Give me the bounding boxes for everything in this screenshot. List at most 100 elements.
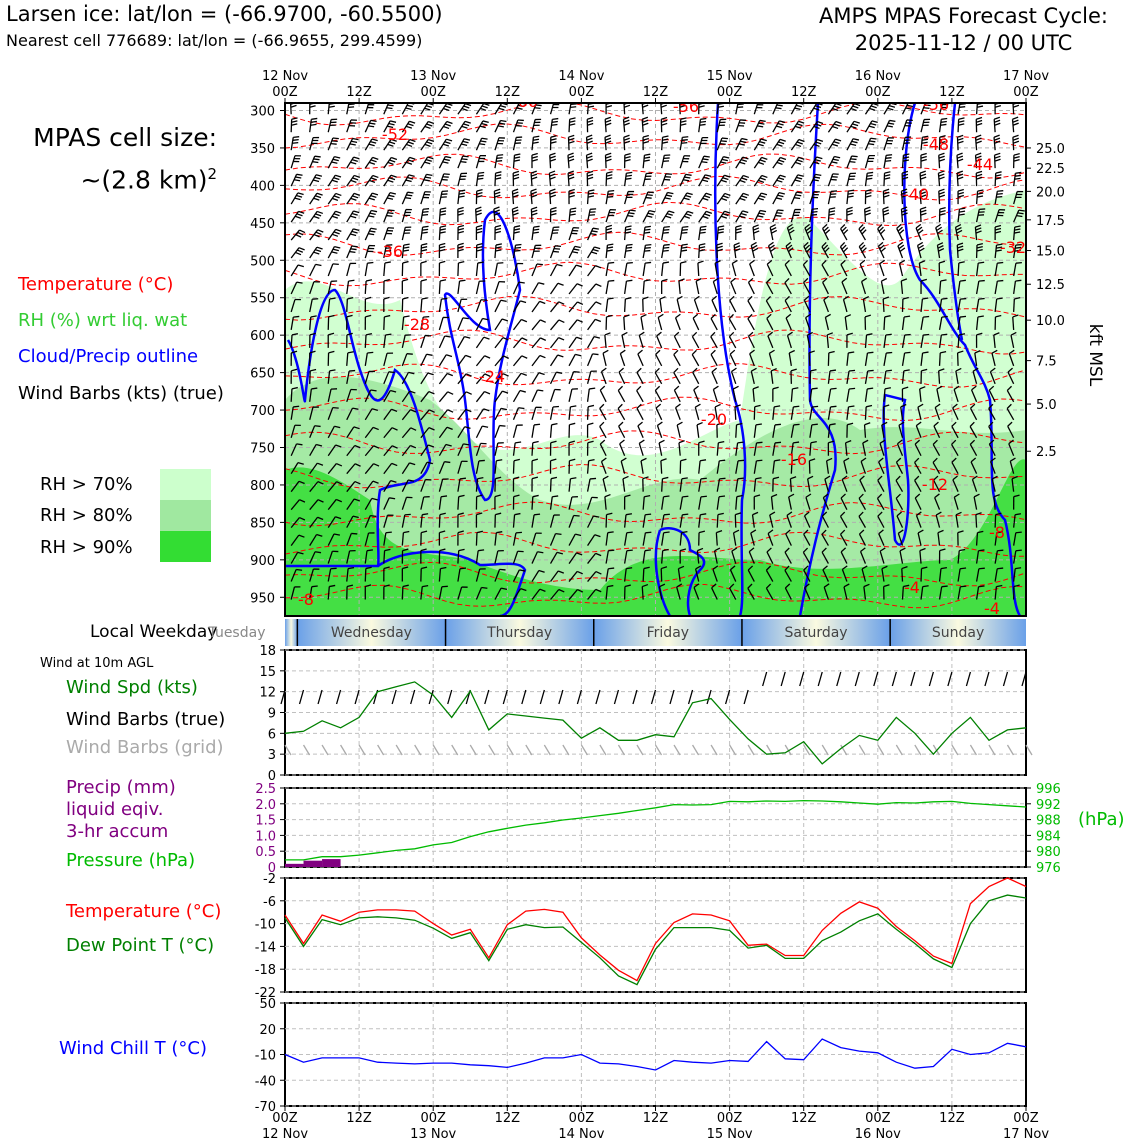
wind-barb-feather (996, 192, 1003, 195)
wind-barb-shaft (957, 119, 960, 133)
wind-barb-feather (539, 354, 546, 359)
wind-barb-feather (297, 462, 304, 465)
temperature-contour-label: -44 (967, 155, 993, 174)
wind-barb-feather (975, 158, 982, 162)
wind-barb-feather (312, 161, 319, 164)
wind-barb-shaft (420, 245, 423, 259)
wind-barb-shaft (1013, 532, 1017, 546)
pressure-tick-label: 600 (250, 329, 275, 344)
wind-barb-grid (599, 744, 607, 756)
wind-panel-tick-label: 6 (268, 727, 276, 742)
wind-barb-feather (660, 458, 667, 462)
wind-barb-shaft (920, 119, 925, 133)
wind-barb-feather (996, 584, 1003, 588)
wind-barb-feather (938, 152, 945, 156)
wind-barb-feather (607, 531, 614, 534)
wind-barb-shaft (956, 173, 959, 187)
wind-barb-feather (1015, 171, 1022, 174)
wind-barb-feather (975, 134, 982, 138)
wind-barb-shaft (512, 390, 521, 403)
wind-barb-feather (496, 160, 503, 162)
wind-barb-shaft (661, 245, 665, 259)
wind-barb-feather (676, 421, 683, 426)
wind-barb-feather (458, 261, 465, 264)
wind-barb-shaft (605, 550, 609, 564)
wind-barb-shaft (457, 354, 467, 367)
wind-barb-feather (794, 197, 801, 200)
wind-barb-shaft (511, 191, 515, 205)
wind-barb-shaft (896, 515, 904, 528)
wind-barb-feather (714, 403, 721, 408)
top-time-label: 12Z (495, 85, 521, 100)
wind-barb-feather (426, 173, 433, 177)
wind-barb-feather (793, 405, 800, 408)
wind-barb-feather (575, 264, 583, 268)
wind-barb-shaft (530, 209, 533, 223)
wind-barb-feather (425, 176, 432, 179)
wind-barb-feather (700, 228, 707, 231)
wind-barb-shaft (346, 568, 349, 582)
wind-barb-feather (957, 173, 964, 177)
wind-barb-feather (680, 120, 687, 123)
wind-barb-feather (904, 315, 911, 318)
wind-barb-shaft (494, 263, 499, 277)
wind-barb-feather (590, 233, 597, 236)
wind-barb-shaft (864, 155, 870, 169)
wind-barb-feather (988, 385, 995, 391)
wind-barb-feather (513, 159, 521, 162)
wind-barb-shaft (898, 425, 904, 438)
wind-barb-feather (741, 195, 748, 199)
wind-barb-shaft (654, 372, 663, 385)
wind-barb-grid (580, 744, 588, 756)
wind-barb-feather (410, 427, 417, 431)
wind-barb-shaft (840, 497, 848, 510)
wind-barb-feather (778, 141, 785, 145)
wind-barb-shaft (327, 137, 334, 151)
wind-barb-shaft (716, 193, 726, 205)
wind-barb-feather (717, 512, 724, 516)
wind-barb-shaft (327, 229, 337, 241)
wind-barb-feather (886, 125, 893, 128)
wind-barb-feather (587, 195, 595, 198)
wind-barb-feather (919, 170, 926, 174)
wind-barb-feather (554, 245, 562, 247)
wind-barb-feather (831, 143, 839, 147)
wind-barb-shaft (309, 137, 314, 151)
wind-barb-shaft (568, 227, 574, 241)
wind-barb-shaft (531, 137, 535, 151)
wind-barb-feather (368, 197, 375, 201)
wind-barb-shaft (840, 264, 848, 277)
precip-panel-tick-label: 2.5 (255, 782, 276, 797)
wind-barb-shaft (568, 388, 573, 402)
wind-barb-true (595, 689, 601, 705)
wind-barb-feather (714, 260, 721, 264)
temp-panel-tick-label: -22 (255, 986, 276, 1001)
wind-barb-feather (877, 224, 883, 230)
wind-barb-shaft (548, 173, 552, 187)
wind-barb-feather (684, 176, 691, 179)
wind-barb-feather (370, 514, 377, 517)
wind-barb-feather (870, 137, 877, 140)
wind-barb-feather (297, 551, 304, 555)
wind-barb-feather (699, 459, 707, 462)
wind-barb-feather (576, 336, 583, 340)
wind-barb-shaft (327, 263, 334, 277)
wind-barb-feather (920, 212, 927, 216)
wind-barb-feather (663, 243, 670, 246)
wind-barb-shaft (769, 227, 774, 241)
wind-barb-feather (974, 350, 981, 354)
wind-barb-shaft (860, 461, 867, 474)
wind-barb-feather (314, 176, 321, 180)
wind-barb-shaft (753, 424, 757, 438)
cloud-outline (285, 288, 432, 568)
wind-barb-feather (457, 242, 464, 246)
wind-barb-shaft (895, 461, 904, 475)
wind-barb-shaft (661, 137, 664, 151)
wind-barb-feather (641, 116, 649, 120)
wind-barb-feather (680, 458, 687, 462)
wind-barb-feather (464, 426, 471, 429)
wind-barb-shaft (735, 478, 739, 492)
wind-barb-feather (346, 332, 353, 336)
wind-barb-true (947, 671, 953, 687)
wind-barb-true (502, 689, 508, 705)
